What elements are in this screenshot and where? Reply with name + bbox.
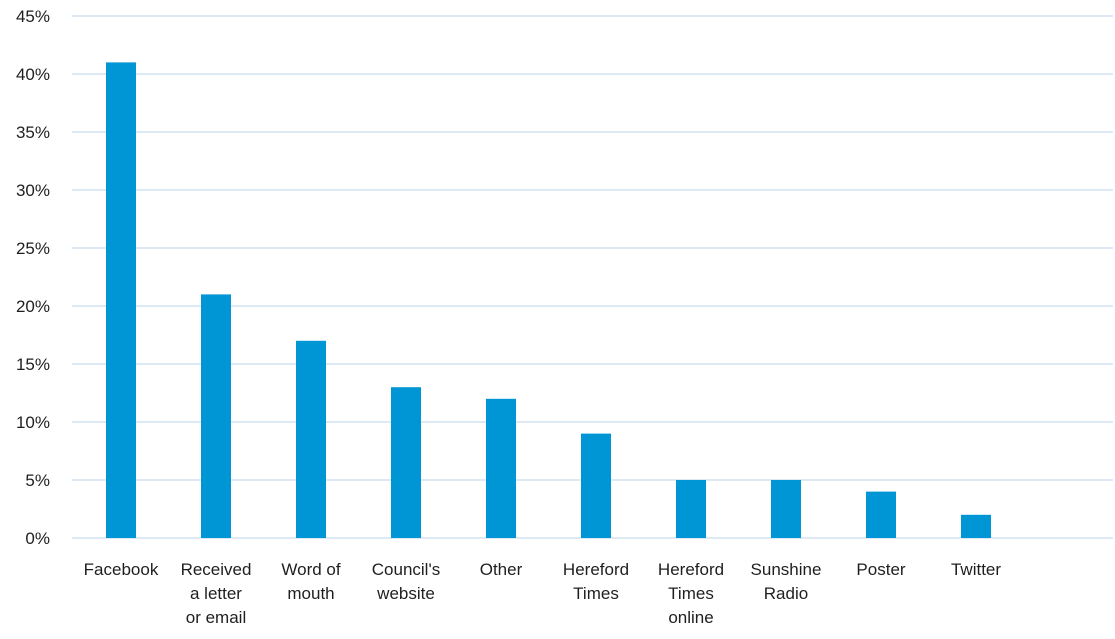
bar <box>106 62 136 539</box>
bar <box>201 294 231 538</box>
y-tick-label: 35% <box>16 123 50 142</box>
x-category-label: Council's website <box>372 560 440 603</box>
x-category-label: Poster <box>856 560 905 579</box>
y-axis-tick-labels: 0% 5% 10% 15% 20% 25% 30% 35% 40% 45% <box>16 7 50 548</box>
y-tick-label: 45% <box>16 7 50 26</box>
x-category-label-line: Council's <box>372 560 440 579</box>
y-tick-label: 10% <box>16 413 50 432</box>
bars <box>106 62 991 539</box>
x-category-label: Other <box>480 560 523 579</box>
bar <box>296 340 326 538</box>
y-tick-label: 0% <box>25 529 50 548</box>
bar <box>581 433 611 538</box>
x-category-label-line: Word of <box>281 560 340 579</box>
x-category-label-line: Times <box>573 584 619 603</box>
bar <box>486 398 516 538</box>
bar <box>866 491 896 538</box>
x-category-label-line: Facebook <box>84 560 159 579</box>
x-category-label-line: website <box>376 584 435 603</box>
x-category-label: Received a letter or email <box>181 560 252 627</box>
x-category-label-line: Hereford <box>658 560 724 579</box>
x-category-label: Word of mouth <box>281 560 340 603</box>
x-category-label-line: Received <box>181 560 252 579</box>
bar <box>961 514 991 538</box>
x-category-label-line: Twitter <box>951 560 1001 579</box>
x-category-label-line: Other <box>480 560 523 579</box>
x-category-label: Twitter <box>951 560 1001 579</box>
x-category-label: Sunshine Radio <box>751 560 822 603</box>
y-tick-label: 25% <box>16 239 50 258</box>
x-category-label-line: Times <box>668 584 714 603</box>
x-axis-category-labels: Facebook Received a letter or email Word of m… <box>84 560 1002 627</box>
x-category-label-line: Radio <box>764 584 808 603</box>
x-category-label-line: online <box>668 608 713 627</box>
x-category-label-line: Hereford <box>563 560 629 579</box>
y-tick-label: 20% <box>16 297 50 316</box>
x-category-label-line: Poster <box>856 560 905 579</box>
x-category-label-line: or email <box>186 608 246 627</box>
bar <box>391 387 421 538</box>
x-category-label-line: Sunshine <box>751 560 822 579</box>
y-tick-label: 30% <box>16 181 50 200</box>
x-category-label-line: a letter <box>190 584 242 603</box>
x-category-label: Hereford Times <box>563 560 629 603</box>
x-category-label: Hereford Times online <box>658 560 724 627</box>
bar <box>771 480 801 538</box>
gridlines <box>72 15 1113 539</box>
x-category-label-line: mouth <box>287 584 334 603</box>
y-tick-label: 40% <box>16 65 50 84</box>
y-tick-label: 15% <box>16 355 50 374</box>
y-tick-label: 5% <box>25 471 50 490</box>
bar <box>676 480 706 538</box>
x-category-label: Facebook <box>84 560 159 579</box>
